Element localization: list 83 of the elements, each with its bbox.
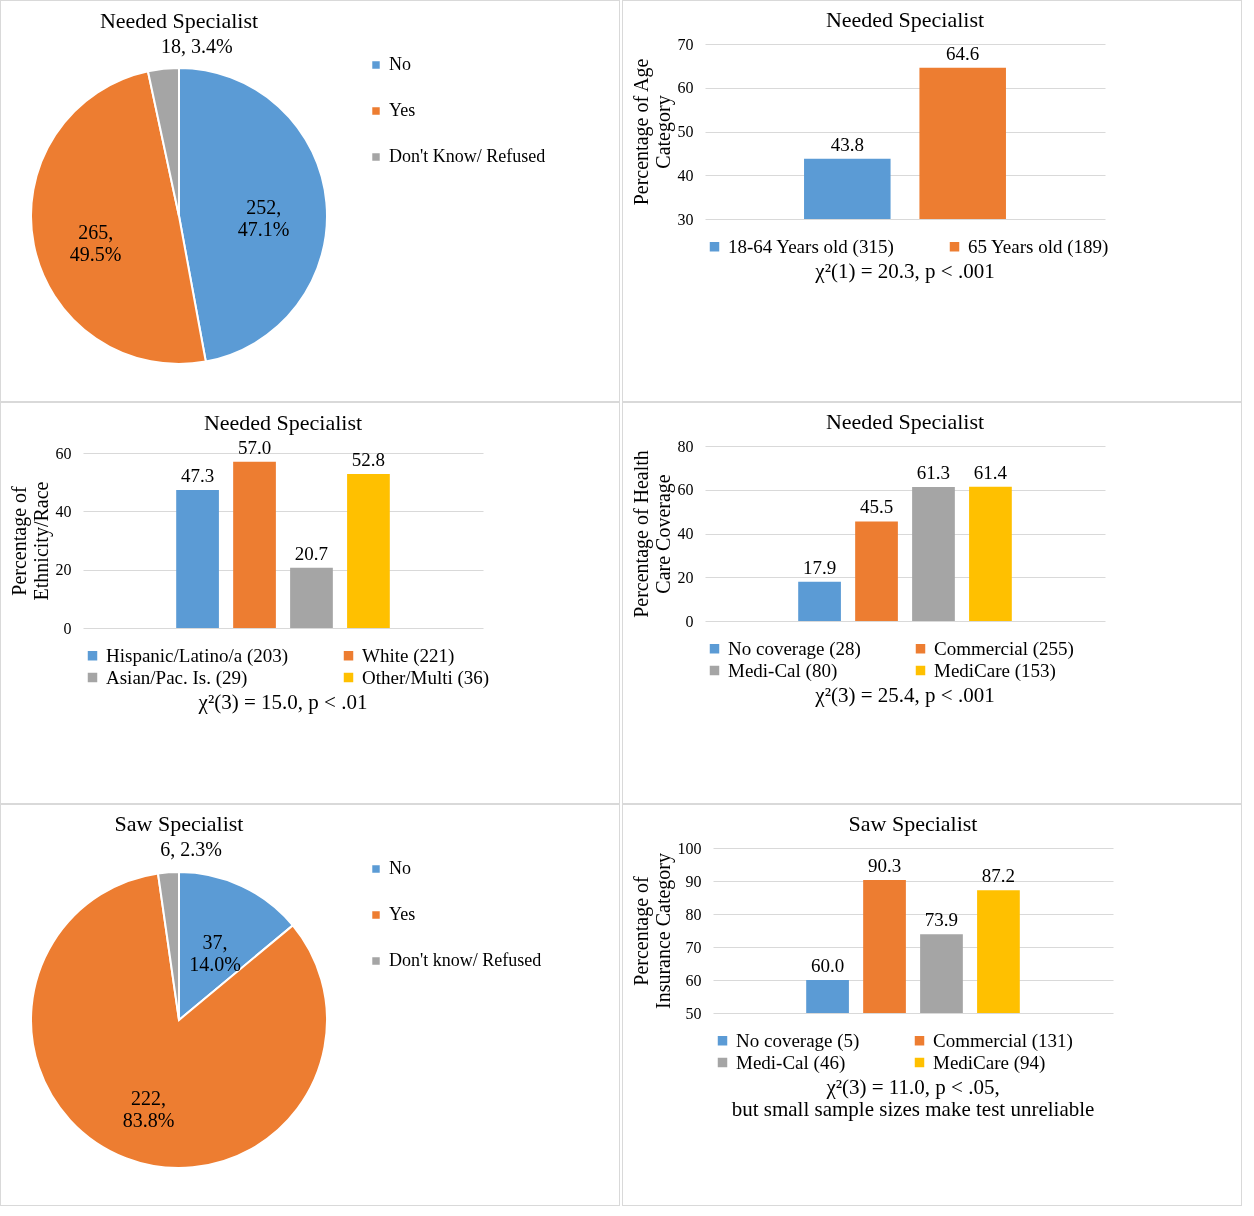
y-tick-label: 0 [685, 612, 694, 630]
data-label: 222, 83.8% [122, 1087, 175, 1132]
y-tick-label: 60 [55, 444, 72, 462]
data-label: 17.9 [802, 556, 837, 578]
legend-label: MediCare (153) [934, 659, 1056, 682]
data-label: 37, 14.0% [189, 931, 241, 976]
legend-label: No [389, 858, 411, 878]
y-tick-label: 80 [677, 437, 694, 455]
y-tick-label: 0 [63, 619, 72, 637]
bar [912, 486, 955, 621]
chart-title: Needed Specialist [825, 7, 985, 32]
data-label: 61.3 [916, 461, 951, 483]
y-tick-label: 90 [685, 872, 702, 890]
legend-label: Asian/Pac. Is. (29) [106, 666, 248, 689]
legend-label: Other/Multi (36) [362, 666, 490, 689]
data-label: 45.5 [859, 496, 894, 518]
y-tick-label: 60 [685, 971, 702, 989]
chart-title: Needed Specialist [203, 409, 363, 435]
data-label: 87.2 [981, 865, 1016, 887]
bar [855, 521, 898, 621]
data-label: 57.0 [237, 436, 272, 458]
legend-label: No coverage (28) [728, 637, 861, 660]
text: χ²(1) = 20.3, p < .001 [814, 259, 995, 283]
legend-label: 18-64 Years old (315) [728, 235, 894, 258]
chart-title: Saw Specialist [848, 811, 978, 836]
y-tick-label: 20 [677, 568, 694, 586]
legend-label: Yes [389, 904, 416, 924]
legend-label: Commercial (255) [934, 637, 1074, 660]
y-tick-label: 100 [677, 839, 702, 857]
bar [233, 461, 276, 628]
chart-title: Needed Specialist [99, 7, 259, 33]
pie-slice [30, 872, 328, 1169]
data-label: 90.3 [867, 855, 902, 877]
y-axis-title: Percentage of Health Care Coverage [629, 450, 675, 618]
y-tick-label: 60 [677, 481, 694, 499]
y-tick-label: 70 [685, 938, 702, 956]
legend-label: Don't Know/ Refused [389, 146, 546, 166]
bar [798, 581, 841, 621]
text: χ²(3) = 25.4, p < .001 [814, 683, 995, 707]
legend-label: No coverage (5) [736, 1029, 860, 1052]
data-label: 52.8 [351, 449, 386, 470]
data-label: 265, 49.5% [69, 220, 122, 265]
data-label: 60.0 [810, 955, 845, 976]
y-tick-label: 60 [677, 79, 694, 97]
legend-label: Hispanic/Latino/a (203) [106, 644, 289, 667]
legend-label: No [389, 54, 411, 74]
y-tick-label: 50 [677, 123, 694, 140]
data-label: 252, 47.1% [237, 196, 290, 241]
chart-title: Needed Specialist [825, 409, 985, 434]
text: χ²(3) = 11.0, p < .05, [825, 1075, 1000, 1099]
y-tick-label: 20 [55, 561, 72, 579]
data-label: 61.4 [973, 461, 1008, 483]
chart-title: Saw Specialist [114, 811, 244, 837]
y-axis-title: Percentage of Ethnicity/Race [7, 481, 53, 601]
legend-label: Yes [389, 100, 416, 120]
data-label: 73.9 [924, 909, 959, 931]
data-label: 64.6 [946, 42, 980, 64]
y-tick-label: 40 [677, 525, 694, 542]
legend-label: Don't know/ Refused [389, 950, 542, 970]
text: χ²(3) = 15.0, p < .01 [197, 690, 368, 714]
legend-label: MediCare (94) [933, 1051, 1046, 1074]
legend-label: Medi-Cal (80) [728, 659, 838, 682]
data-label: 6, 2.3% [160, 838, 222, 861]
bar [176, 490, 219, 628]
y-tick-label: 40 [677, 166, 694, 184]
data-label: 43.8 [830, 133, 864, 155]
legend-label: Medi-Cal (46) [736, 1051, 846, 1074]
y-tick-label: 50 [685, 1004, 702, 1022]
y-tick-label: 40 [55, 502, 72, 520]
y-axis-title: Percentage of Insurance Category [629, 852, 675, 1010]
y-tick-label: 70 [677, 35, 694, 53]
bar [969, 486, 1012, 621]
legend-label: White (221) [362, 644, 455, 667]
data-label: 47.3 [180, 465, 215, 487]
y-tick-label: 30 [677, 210, 694, 228]
data-label: 18, 3.4% [161, 34, 233, 57]
legend-label: Commercial (131) [933, 1029, 1073, 1052]
data-label: 20.7 [294, 542, 329, 564]
bar [347, 474, 390, 628]
bar [290, 567, 333, 628]
legend-label: 65 Years old (189) [968, 235, 1109, 258]
y-tick-label: 80 [685, 905, 702, 923]
y-axis-title: Percentage of Age Category [629, 58, 675, 206]
